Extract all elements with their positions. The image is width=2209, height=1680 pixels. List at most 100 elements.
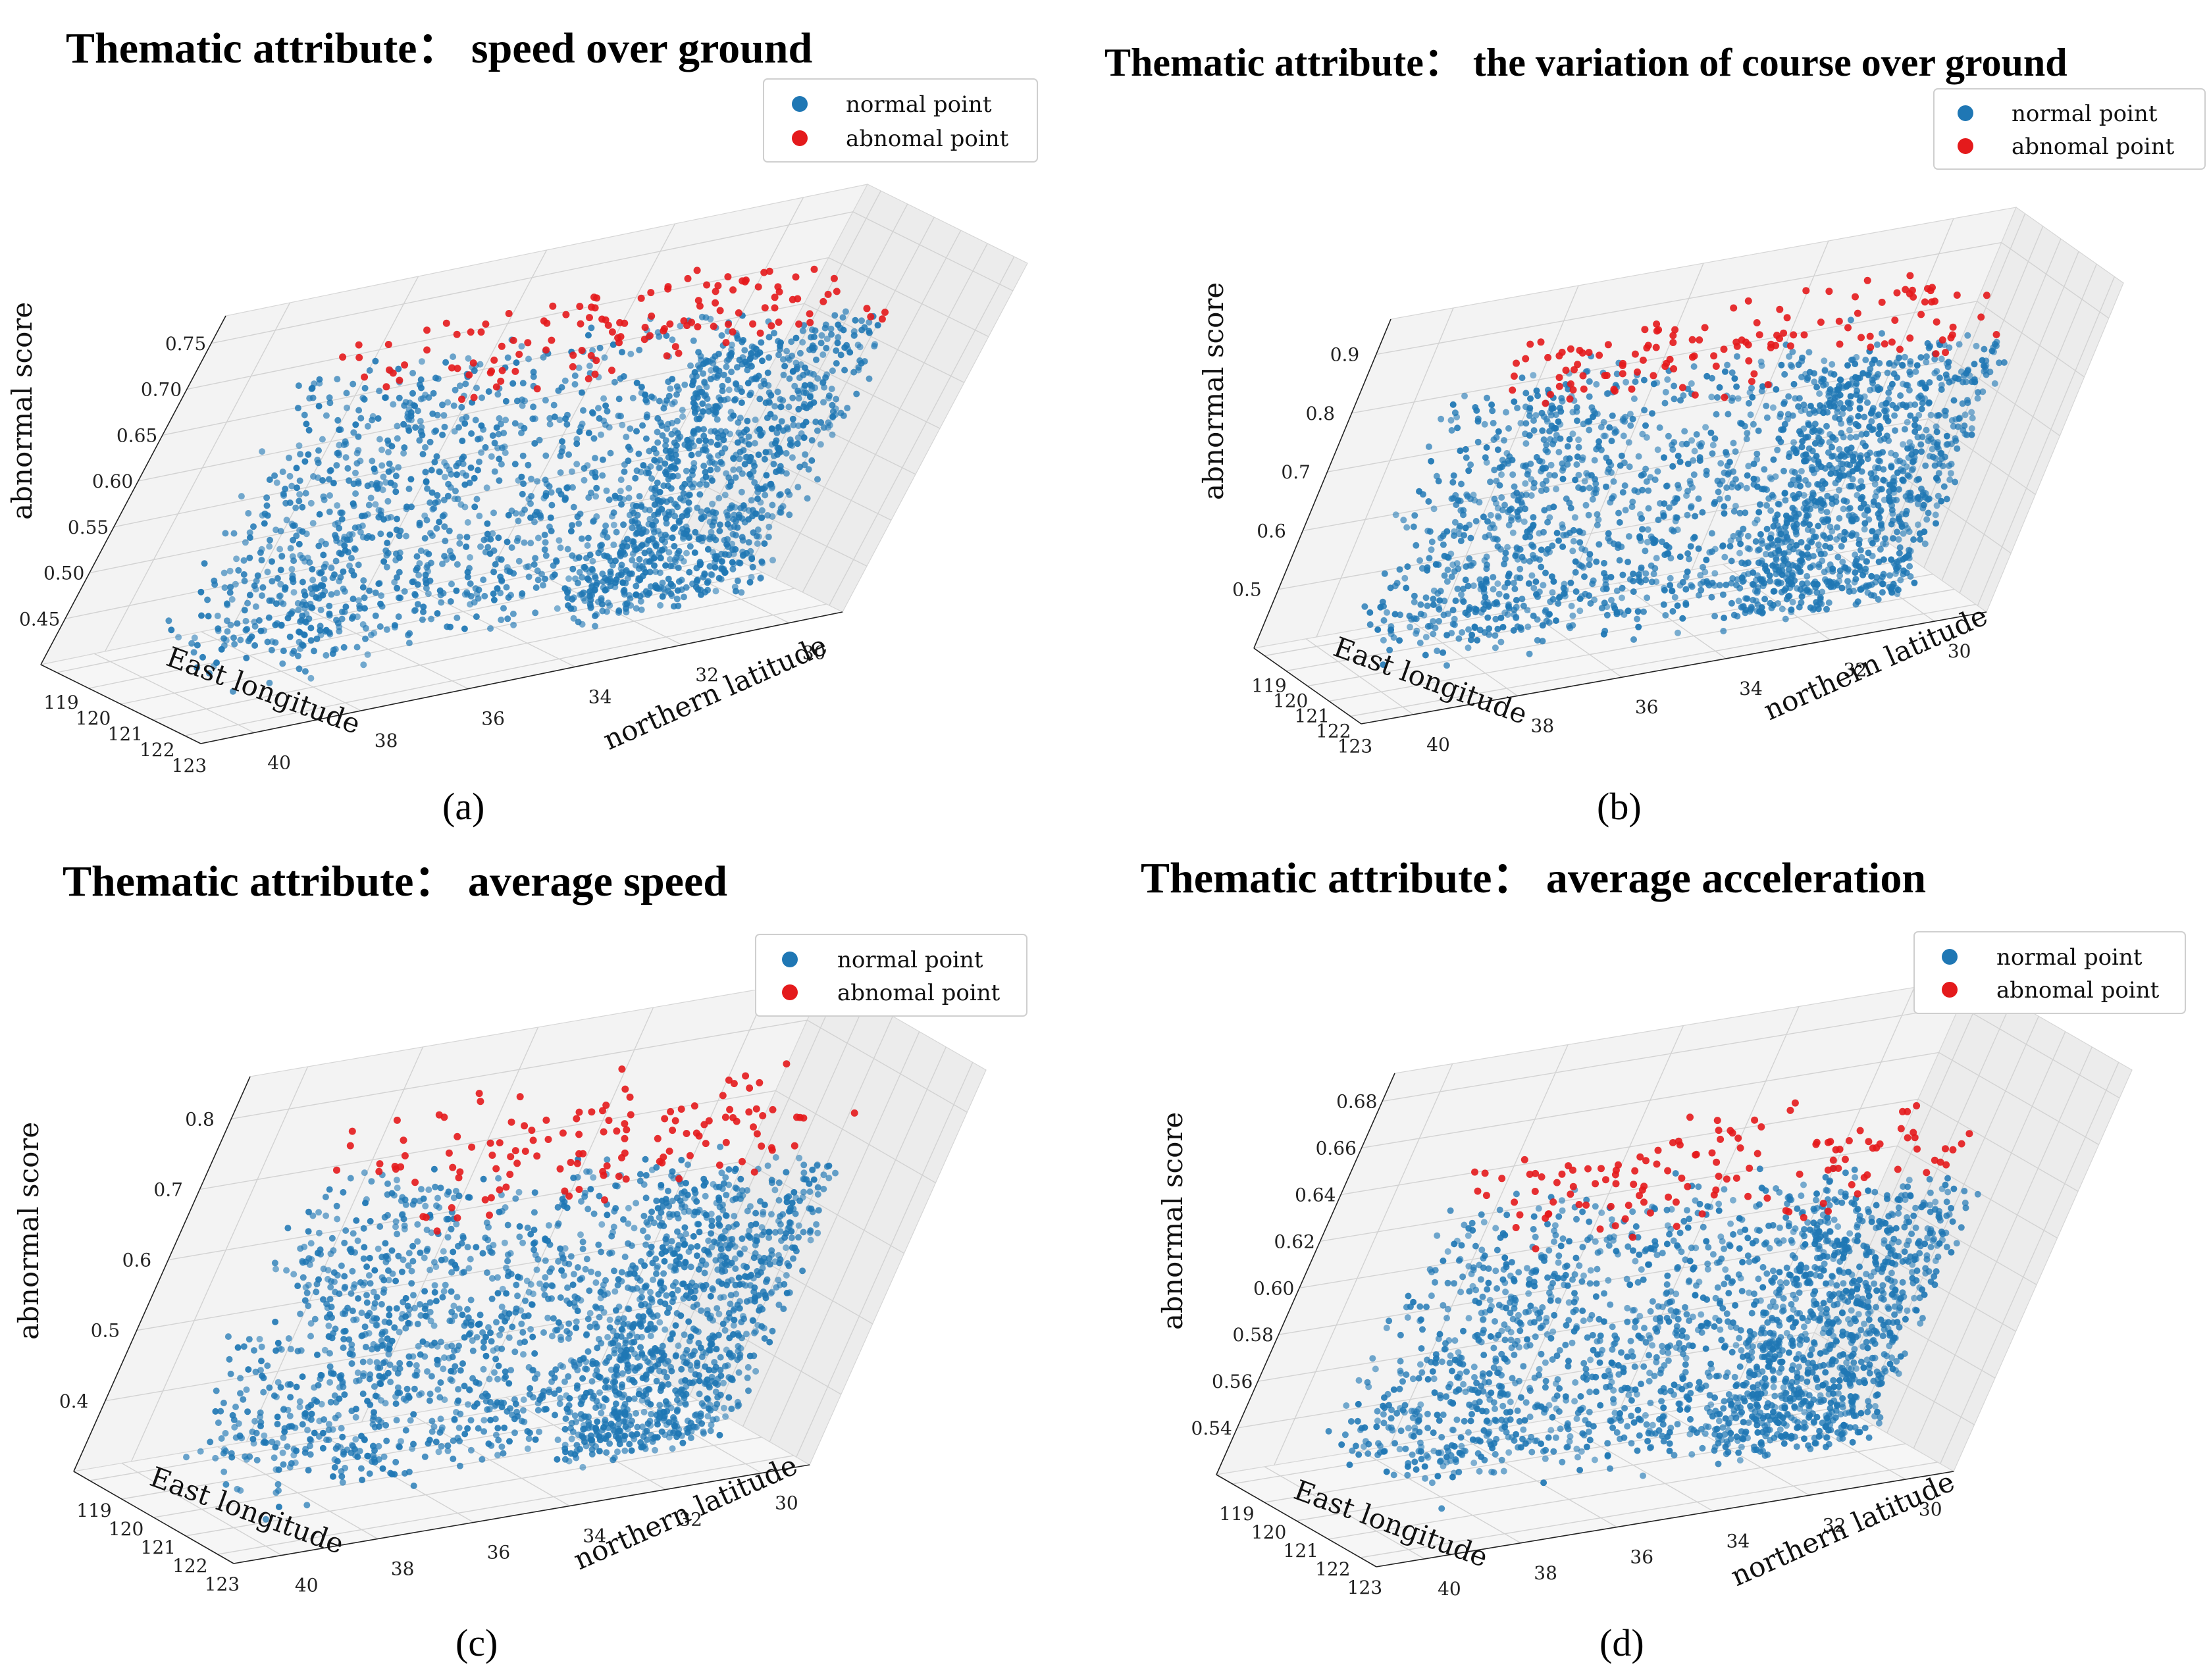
normal-point — [1610, 602, 1617, 609]
normal-point — [777, 339, 784, 346]
normal-point — [556, 417, 563, 424]
normal-point — [391, 1324, 398, 1331]
abnormal-point — [355, 353, 363, 361]
normal-point — [1630, 571, 1637, 578]
normal-point — [299, 555, 306, 561]
normal-point — [1904, 525, 1911, 532]
abnormal-point — [663, 352, 671, 360]
abnormal-point — [548, 336, 556, 344]
normal-point — [1585, 511, 1592, 519]
normal-point — [810, 334, 818, 340]
abnormal-point — [1678, 384, 1686, 392]
normal-point — [598, 601, 606, 608]
normal-point — [1786, 592, 1793, 599]
normal-point — [455, 424, 462, 431]
normal-point — [664, 482, 671, 490]
normal-point — [1782, 497, 1789, 504]
normal-point — [601, 528, 608, 536]
normal-point — [494, 585, 501, 592]
normal-point — [1651, 565, 1659, 572]
normal-point — [309, 394, 317, 401]
normal-point — [1530, 514, 1537, 521]
normal-point — [1444, 567, 1451, 573]
normal-point — [386, 1311, 393, 1319]
abnormal-point — [616, 318, 624, 326]
abnormal-point — [693, 267, 701, 274]
normal-point — [1912, 448, 1919, 455]
normal-point — [368, 1178, 375, 1185]
normal-point — [625, 494, 633, 501]
normal-point — [727, 524, 734, 531]
normal-point — [1785, 566, 1792, 573]
normal-point — [518, 343, 525, 350]
normal-point — [440, 1354, 448, 1362]
normal-point — [1719, 477, 1726, 484]
normal-point — [579, 389, 585, 396]
normal-point — [527, 540, 534, 547]
normal-point — [660, 585, 667, 592]
normal-point — [679, 407, 686, 414]
normal-point — [303, 530, 310, 538]
normal-point — [640, 526, 647, 533]
normal-point — [681, 594, 687, 601]
z-tick-label: 0.60 — [92, 471, 133, 492]
normal-point — [264, 1362, 271, 1369]
normal-point — [284, 1443, 291, 1450]
normal-point — [380, 1277, 388, 1284]
normal-point — [227, 621, 234, 628]
normal-point — [342, 1327, 349, 1335]
normal-point — [669, 336, 676, 344]
normal-point — [680, 497, 687, 504]
normal-point — [286, 633, 294, 640]
abnormal-point — [569, 363, 577, 370]
normal-point — [430, 390, 437, 397]
normal-point — [738, 488, 745, 496]
normal-point — [361, 1244, 368, 1251]
normal-point — [1948, 461, 1955, 468]
normal-point — [278, 1346, 285, 1353]
normal-point — [346, 477, 353, 484]
normal-point — [315, 459, 322, 467]
abnormal-point — [578, 347, 586, 354]
normal-point — [621, 468, 628, 475]
normal-point — [739, 552, 746, 559]
normal-point — [476, 458, 482, 465]
normal-point — [1454, 585, 1461, 592]
normal-point — [735, 559, 742, 567]
normal-point — [1491, 467, 1498, 474]
normal-point — [393, 526, 400, 534]
normal-point — [396, 1360, 403, 1367]
normal-point — [723, 357, 731, 365]
normal-point — [1936, 374, 1943, 382]
abnormal-point — [1753, 319, 1761, 326]
normal-point — [246, 592, 253, 599]
normal-point — [590, 517, 598, 524]
normal-point — [467, 554, 473, 561]
normal-point — [1676, 458, 1684, 465]
abnormal-point — [608, 328, 616, 336]
normal-point — [1511, 586, 1519, 592]
normal-point — [1917, 380, 1924, 388]
normal-point — [774, 451, 781, 458]
normal-point — [732, 588, 739, 595]
normal-point — [462, 380, 469, 388]
normal-point — [385, 449, 392, 456]
normal-point — [307, 600, 314, 607]
normal-point — [1432, 561, 1440, 568]
normal-point — [730, 455, 737, 463]
abnormal-point — [1878, 298, 1886, 306]
normal-point — [601, 354, 608, 361]
scatter-points — [165, 265, 889, 695]
normal-point — [1875, 386, 1882, 394]
normal-point — [1879, 589, 1886, 596]
y-gridline — [217, 1446, 378, 1540]
normal-point — [1700, 563, 1706, 571]
normal-point — [624, 536, 631, 543]
normal-point — [619, 579, 627, 586]
normal-point — [317, 607, 325, 613]
normal-point — [417, 376, 425, 383]
normal-point — [362, 1344, 369, 1350]
normal-point — [1906, 547, 1913, 553]
abnormal-point — [1547, 391, 1554, 398]
normal-point — [1503, 409, 1509, 416]
